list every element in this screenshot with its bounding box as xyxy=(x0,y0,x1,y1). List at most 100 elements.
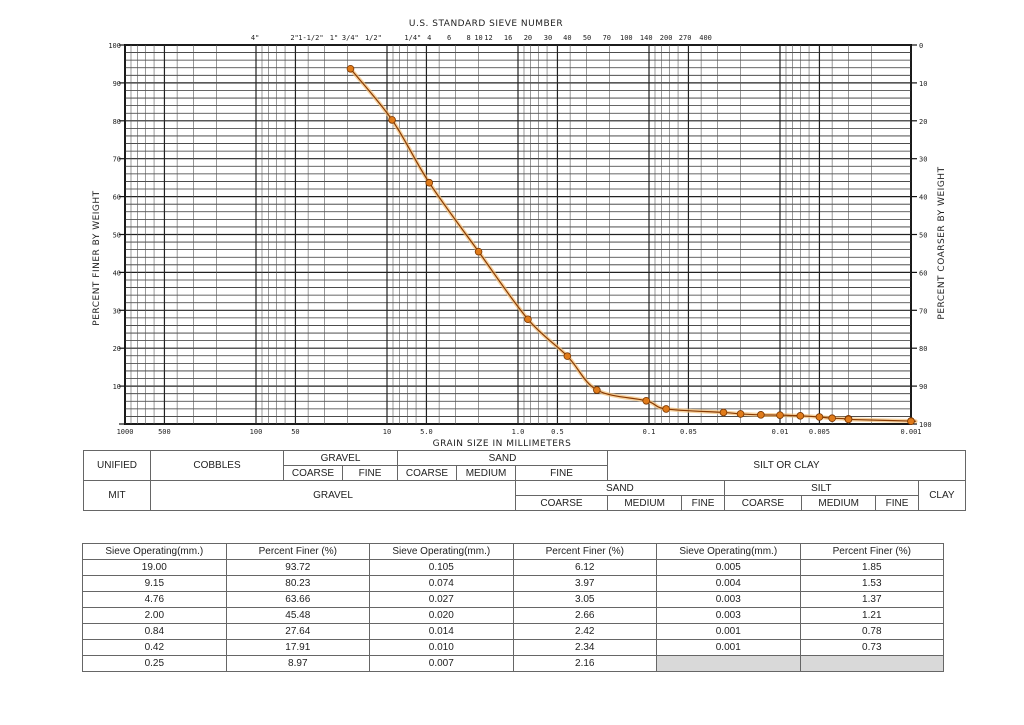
data-point xyxy=(346,65,355,73)
data-point xyxy=(815,413,824,421)
table-row: 9.15 80.23 0.074 3.97 0.004 1.53 xyxy=(82,575,945,592)
sieve-number-label: 10 xyxy=(474,34,482,42)
data-point xyxy=(563,352,572,360)
data-point xyxy=(524,315,532,324)
table-cell: 0.73 xyxy=(799,639,945,656)
data-point xyxy=(828,414,836,423)
table-cell: 0.25 xyxy=(82,655,227,672)
data-point xyxy=(642,397,651,405)
table-cell: 1.53 xyxy=(799,575,945,592)
x-tick-label: 0.5 xyxy=(551,428,564,436)
y-tick-label-left: 100 xyxy=(108,42,121,50)
unified-row-1: UNIFIED COBBLES GRAVEL SAND SILT OR CLAY xyxy=(83,450,966,481)
mit-sand-label: SAND xyxy=(515,480,725,496)
sieve-number-label: 1/2" xyxy=(365,34,382,42)
mit-sand-fine: FINE xyxy=(681,495,725,511)
x-tick-label: 5.0 xyxy=(420,428,433,436)
mit-gravel-label: GRAVEL xyxy=(150,480,516,511)
cobbles-label: COBBLES xyxy=(150,450,284,481)
sieve-number-label: 40 xyxy=(563,34,571,42)
y-tick-label-left: 70 xyxy=(113,156,121,164)
data-point xyxy=(844,415,853,424)
table-cell: 0.005 xyxy=(655,559,801,576)
sieve-number-label: 270 xyxy=(679,34,692,42)
mit-sand-coarse: COARSE xyxy=(515,495,608,511)
mit-silt-label: SILT xyxy=(723,480,919,496)
sieve-number-label: 140 xyxy=(640,34,653,42)
y-axis-label-right: PERCENT COARSER BY WEIGHT xyxy=(937,166,947,319)
mit-clay-label: CLAY xyxy=(917,480,967,511)
table-cell: 2.16 xyxy=(512,655,657,672)
y-tick-label-right: 20 xyxy=(919,118,927,126)
table-cell: 2.42 xyxy=(512,623,657,640)
y-tick-label-left: 90 xyxy=(113,80,121,88)
table-cell: 0.014 xyxy=(368,623,514,640)
table-row: 0.42 17.91 0.010 2.34 0.001 0.73 xyxy=(82,639,945,656)
data-point xyxy=(388,116,396,124)
unified-sand-fine: FINE xyxy=(515,465,608,481)
y-tick-label-right: 80 xyxy=(919,345,927,353)
data-point xyxy=(776,411,784,419)
data-point xyxy=(757,411,765,419)
table-cell: 6.12 xyxy=(512,559,657,576)
unified-gravel-label: GRAVEL xyxy=(283,450,398,466)
chart-grid xyxy=(119,44,917,425)
table-cell: 93.72 xyxy=(225,559,370,576)
data-point xyxy=(474,247,483,256)
sieve-number-label: 1" xyxy=(330,34,338,42)
x-tick-label: 500 xyxy=(158,428,171,436)
table-cell: 0.003 xyxy=(655,607,801,624)
table-cell: 1.21 xyxy=(799,607,945,624)
x-tick-labels: 1000 500 100 50 10 5.0 1.0 0.5 0.1 0.05 0.01 0.005 0… xyxy=(117,428,922,436)
table-cell: 0.004 xyxy=(655,575,801,592)
x-tick-label: 0.001 xyxy=(900,428,921,436)
table-cell: 3.05 xyxy=(512,591,657,608)
table-cell: 0.027 xyxy=(368,591,514,608)
table-cell: 4.76 xyxy=(82,591,227,608)
table-cell: 80.23 xyxy=(225,575,370,592)
sieve-number-label: 8 xyxy=(467,34,471,42)
table-cell: 0.003 xyxy=(655,591,801,608)
table-cell xyxy=(655,655,801,672)
sieve-number-label: 20 xyxy=(524,34,532,42)
x-tick-label: 1000 xyxy=(117,428,134,436)
sieve-number-label: 200 xyxy=(660,34,673,42)
data-point xyxy=(593,386,601,394)
x-tick-label: 0.1 xyxy=(643,428,656,436)
sieve-number-label: 100 xyxy=(620,34,633,42)
column-header: Percent Finer (%) xyxy=(512,543,657,560)
y-tick-label-left: 40 xyxy=(113,269,121,277)
table-cell: 0.074 xyxy=(368,575,514,592)
mit-silt-coarse: COARSE xyxy=(723,495,803,511)
y-tick-label-right: 50 xyxy=(919,232,927,240)
y-tick-label-left: 20 xyxy=(113,345,121,353)
data-point xyxy=(719,408,728,417)
table-cell: 8.97 xyxy=(225,655,370,672)
sieve-data-table: Sieve Operating(mm.) Percent Finer (%) Sie… xyxy=(82,543,945,672)
x-tick-label: 1.0 xyxy=(512,428,525,436)
sieve-number-label: 30 xyxy=(544,34,552,42)
data-point xyxy=(907,417,915,426)
mit-silt-fine: FINE xyxy=(875,495,919,511)
table-row: 0.25 8.97 0.007 2.16 xyxy=(82,655,945,672)
sieve-number-label: 70 xyxy=(603,34,611,42)
column-header: Percent Finer (%) xyxy=(225,543,370,560)
data-points xyxy=(346,65,915,426)
table-row: 0.84 27.64 0.014 2.42 0.001 0.78 xyxy=(82,623,945,640)
sieve-number-label: 12 xyxy=(484,34,492,42)
table-cell: 0.010 xyxy=(368,639,514,656)
column-header: Percent Finer (%) xyxy=(799,543,945,560)
table-cell: 2.00 xyxy=(82,607,227,624)
table-row: 19.00 93.72 0.105 6.12 0.005 1.85 xyxy=(82,559,945,576)
grain-size-chart: U.S. STANDARD SIEVE NUMBER 4" 2" 1-1/2" 1" 3… xyxy=(92,19,947,449)
x-tick-label: 100 xyxy=(250,428,263,436)
table-cell xyxy=(799,655,945,672)
sieve-number-label: 3/4" xyxy=(342,34,359,42)
table-cell: 0.78 xyxy=(799,623,945,640)
data-point xyxy=(662,405,670,413)
mit-silt-medium: MEDIUM xyxy=(801,495,877,511)
sieve-labels: 4" 2" 1-1/2" 1" 3/4" 1/2" 1/4" 4 6 8 10 12 16 20 30 40 5… xyxy=(251,34,712,42)
column-header: Sieve Operating(mm.) xyxy=(82,543,227,560)
table-cell: 1.37 xyxy=(799,591,945,608)
unified-sand-coarse: COARSE xyxy=(397,465,457,481)
